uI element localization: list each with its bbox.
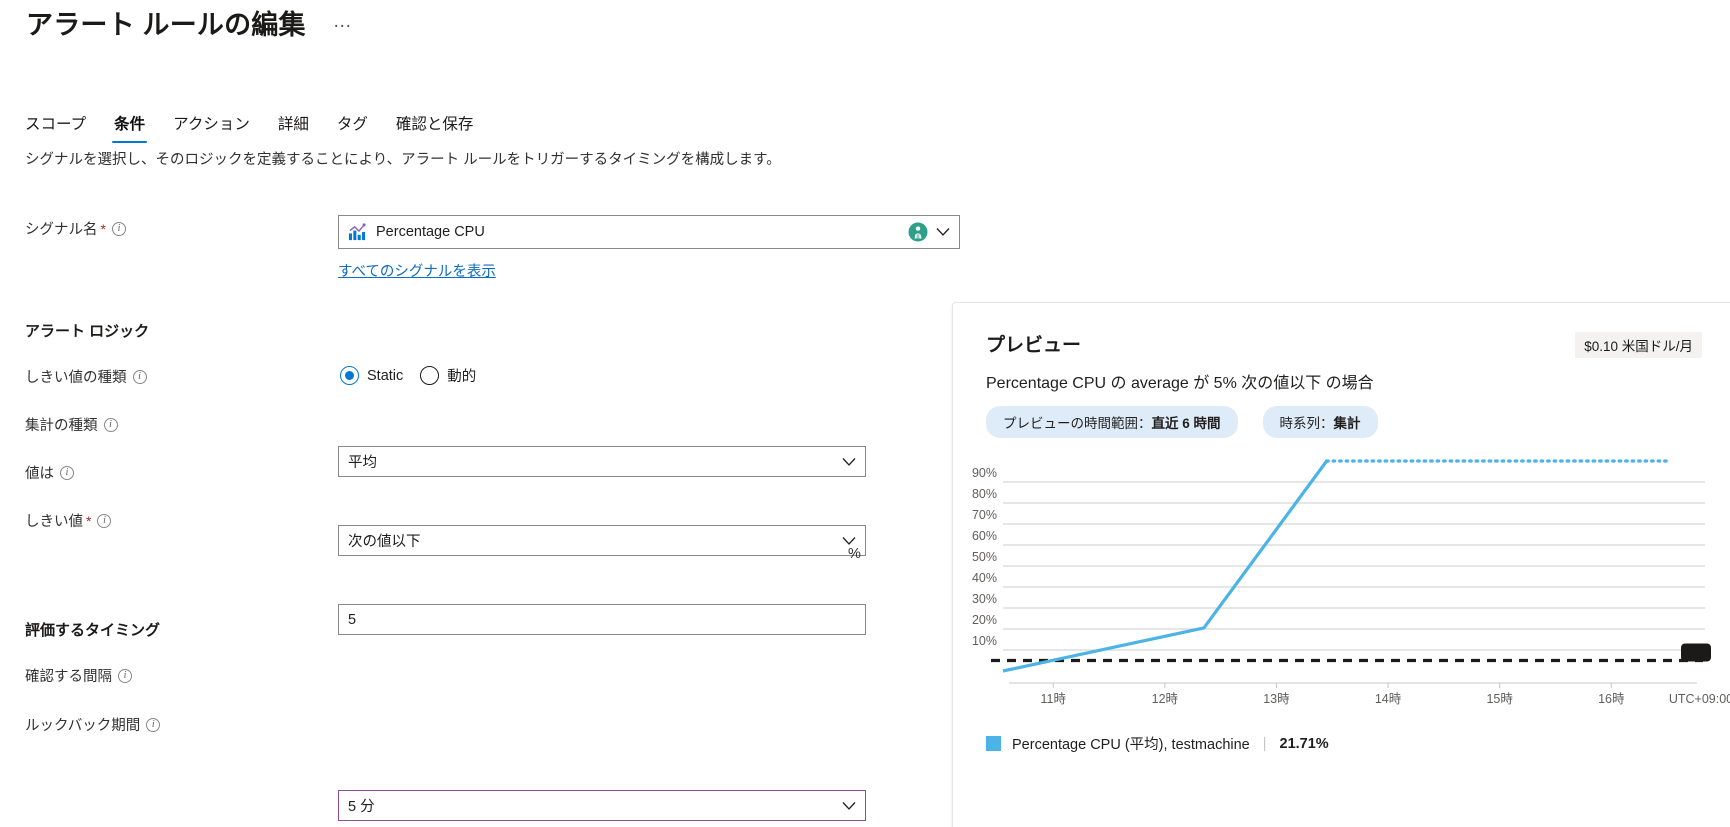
- y-axis-tick-label: 80%: [972, 487, 997, 501]
- info-icon[interactable]: i: [97, 513, 112, 528]
- aggregation-label: 集計の種類: [25, 418, 98, 434]
- threshold-type-radio-group: Static 動的: [340, 365, 476, 386]
- y-axis-tick-label: 40%: [972, 571, 997, 585]
- signal-name-label: シグナル名: [25, 222, 98, 238]
- y-axis-tick-label: 20%: [972, 613, 997, 627]
- signal-name-value: Percentage CPU: [376, 224, 485, 240]
- check-frequency-value: 5 分: [348, 799, 375, 815]
- radio-dynamic-label: 動的: [447, 369, 477, 385]
- chip-time-range-value: 直近 6 時間: [1151, 416, 1221, 431]
- page-title: アラート ルールの編集: [26, 10, 306, 40]
- aggregation-dropdown[interactable]: 平均: [338, 446, 866, 477]
- check-frequency-dropdown[interactable]: 5 分: [338, 790, 866, 821]
- wizard-tabs: スコープ 条件 アクション 詳細 タグ 確認と保存: [25, 112, 487, 143]
- operator-label: 値は: [25, 466, 54, 482]
- signal-name-label-group: シグナル名 * i: [25, 218, 126, 239]
- certified-badge-icon: [908, 222, 928, 242]
- tab-tags[interactable]: タグ: [336, 116, 368, 133]
- threshold-label-box[interactable]: [1681, 643, 1711, 662]
- y-axis-tick-label: 60%: [972, 529, 997, 543]
- tab-actions[interactable]: アクション: [173, 116, 250, 133]
- signal-name-combobox[interactable]: Percentage CPU: [338, 215, 960, 249]
- alert-logic-heading: アラート ロジック: [25, 323, 150, 340]
- preview-chips: プレビューの時間範囲：直近 6 時間 時系列：集計: [986, 406, 1378, 438]
- threshold-value-input[interactable]: 5: [338, 604, 866, 635]
- info-icon[interactable]: i: [118, 668, 132, 683]
- more-options-icon[interactable]: …: [332, 11, 352, 32]
- info-icon[interactable]: i: [146, 717, 161, 732]
- page-subtitle: シグナルを選択し、そのロジックを定義することにより、アラート ルールをトリガーす…: [25, 152, 781, 168]
- page-header: アラート ルールの編集 …: [26, 8, 357, 42]
- radio-static[interactable]: Static: [340, 366, 403, 385]
- chart-legend[interactable]: Percentage CPU (平均), testmachine | 21.71…: [986, 733, 1329, 754]
- evaluation-timing-heading: 評価するタイミング: [25, 622, 161, 639]
- y-axis-tick-label: 50%: [972, 550, 997, 564]
- threshold-value-label: しきい値: [25, 514, 83, 530]
- y-axis-tick-label: 90%: [972, 466, 997, 480]
- y-axis-tick-label: 70%: [972, 508, 997, 522]
- chevron-down-icon[interactable]: [936, 228, 950, 237]
- preview-chart[interactable]: 10% 20% 30% 40% 50% 60% 70% 80% 90% 11時 12時 13時 14時 1…: [953, 453, 1730, 723]
- lookback-period-label: ルックバック期間: [25, 718, 141, 734]
- chevron-down-icon[interactable]: [842, 536, 856, 545]
- chip-time-range-prefix: プレビューの時間範囲：: [1003, 416, 1152, 431]
- radio-static-label: Static: [367, 367, 404, 384]
- legend-separator: |: [1262, 735, 1267, 752]
- x-axis-tick-label: 16時: [1598, 692, 1625, 706]
- threshold-value-label-group: しきい値 * i: [25, 510, 112, 531]
- radio-dynamic[interactable]: 動的: [420, 365, 476, 386]
- chip-time-series-value: 集計: [1333, 416, 1361, 431]
- timezone-label: UTC+09:00: [1669, 692, 1730, 706]
- chevron-down-icon[interactable]: [842, 801, 856, 810]
- threshold-unit-label: %: [848, 546, 861, 562]
- x-axis-tick-label: 15時: [1486, 692, 1513, 706]
- aggregation-label-group: 集計の種類 i: [25, 414, 118, 435]
- preview-description: Percentage CPU の average が 5% 次の値以下 の場合: [986, 375, 1374, 392]
- legend-current-value: 21.71%: [1279, 735, 1329, 752]
- chip-time-range[interactable]: プレビューの時間範囲：直近 6 時間: [986, 406, 1238, 438]
- threshold-type-label: しきい値の種類: [25, 370, 127, 386]
- operator-dropdown[interactable]: 次の値以下: [338, 525, 866, 556]
- tab-scope[interactable]: スコープ: [25, 116, 87, 133]
- radio-dot: [340, 366, 359, 385]
- operator-label-group: 値は i: [25, 462, 74, 483]
- y-axis-tick-label: 10%: [972, 634, 997, 648]
- tab-details[interactable]: 詳細: [277, 116, 309, 133]
- y-axis-tick-label: 30%: [972, 592, 997, 606]
- metric-chart-icon: [348, 222, 366, 240]
- lookback-label-group: ルックバック期間 i: [25, 714, 161, 735]
- preview-title: プレビュー: [986, 335, 1082, 356]
- required-marker: *: [86, 512, 92, 529]
- legend-series-label: Percentage CPU (平均), testmachine: [1012, 737, 1250, 753]
- chip-time-series[interactable]: 時系列：集計: [1262, 406, 1378, 438]
- preview-panel: プレビュー $0.10 米国ドル/月 Percentage CPU の aver…: [952, 302, 1730, 827]
- frequency-label-group: 確認する間隔 i: [25, 665, 132, 686]
- series-line: [1002, 460, 1328, 673]
- show-all-signals-link[interactable]: すべてのシグナルを表示: [338, 264, 496, 280]
- aggregation-value: 平均: [348, 455, 377, 471]
- check-frequency-label: 確認する間隔: [25, 669, 112, 685]
- threshold-type-label-group: しきい値の種類 i: [25, 366, 147, 387]
- threshold-value-text: 5: [348, 611, 357, 628]
- x-axis-tick-label: 13時: [1263, 692, 1290, 706]
- legend-color-swatch: [986, 736, 1001, 751]
- tab-review-create[interactable]: 確認と保存: [395, 116, 474, 133]
- tab-condition[interactable]: 条件: [100, 112, 159, 143]
- info-icon[interactable]: i: [60, 465, 74, 480]
- chevron-down-icon[interactable]: [842, 457, 856, 466]
- info-icon[interactable]: i: [111, 221, 126, 236]
- x-axis-tick-label: 12時: [1152, 692, 1179, 706]
- chip-time-series-prefix: 時系列：: [1279, 416, 1334, 431]
- info-icon[interactable]: i: [132, 369, 147, 384]
- cost-badge: $0.10 米国ドル/月: [1575, 332, 1702, 358]
- operator-value: 次の値以下: [348, 534, 421, 550]
- x-axis-tick-label: 14時: [1375, 692, 1402, 706]
- info-icon[interactable]: i: [103, 417, 118, 432]
- required-marker: *: [100, 220, 106, 237]
- x-axis-tick-label: 11時: [1040, 692, 1066, 706]
- radio-dot: [420, 366, 440, 385]
